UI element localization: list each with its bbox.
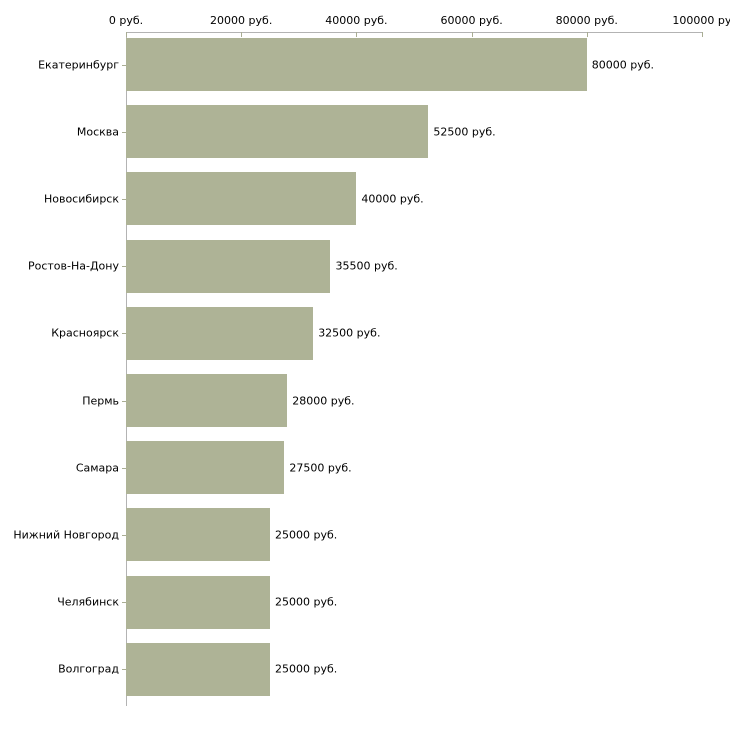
bar-value-label-0: 80000 руб. [591,58,655,71]
x-tick-mark [702,32,703,37]
y-tick-mark [122,266,126,267]
x-tick-label: 100000 руб [672,14,730,27]
bar-value-label-6: 27500 руб. [289,461,352,475]
x-tick-mark [586,32,588,37]
x-tick-mark [471,32,473,37]
bar-value-label-7: 25000 руб. [275,528,338,542]
bar-1[interactable] [126,105,429,159]
y-tick-mark [122,468,126,469]
bar-value-label-2: 40000 руб. [361,192,424,206]
bar-5[interactable] [126,374,288,427]
y-tick-mark [122,333,126,334]
category-label-6: Самара [75,461,119,475]
category-label-2: Новосибирск [43,192,119,206]
bar-value-label-3: 35500 руб. [335,259,398,273]
y-tick-mark [122,535,126,536]
bar-value-label-5: 28000 руб. [292,394,355,407]
category-label-3: Ростов-На-Дону [27,259,119,273]
bar-0[interactable] [126,38,587,91]
bar-8[interactable] [126,575,270,629]
y-tick-mark [122,602,126,603]
bar-6[interactable] [126,441,285,495]
category-label-1: Москва [76,125,119,139]
x-tick-mark [241,32,243,37]
y-tick-mark [122,132,126,133]
category-label-5: Пермь [82,394,119,407]
bar-2[interactable] [126,172,357,226]
category-label-4: Красноярск [51,326,119,340]
category-label-8: Челябинск [57,595,119,609]
x-axis-line [126,32,702,33]
bar-7[interactable] [126,508,270,562]
category-label-9: Волгоград [58,662,119,676]
x-tick-label: 40000 руб. [325,14,388,27]
bar-value-label-8: 25000 руб. [275,595,338,609]
y-tick-mark [122,199,126,200]
bar-9[interactable] [126,642,270,696]
bar-4[interactable] [126,306,314,360]
y-tick-mark [122,669,126,670]
bar-value-label-4: 32500 руб. [318,326,381,340]
category-label-7: Нижний Новгород [13,528,119,542]
category-label-0: Екатеринбург [38,58,119,71]
y-axis-line [126,32,127,706]
x-tick-label: 20000 руб. [210,14,273,27]
x-tick-label: 60000 руб. [440,14,503,27]
x-tick-mark [356,32,358,37]
y-tick-mark [122,65,126,66]
bar-3[interactable] [126,239,331,293]
x-tick-label: 0 руб. [108,14,144,27]
bar-value-label-9: 25000 руб. [275,662,338,676]
x-tick-label: 80000 руб. [555,14,618,27]
x-tick-mark [126,32,127,37]
y-tick-mark [122,401,126,402]
bar-value-label-1: 52500 руб. [433,125,496,139]
